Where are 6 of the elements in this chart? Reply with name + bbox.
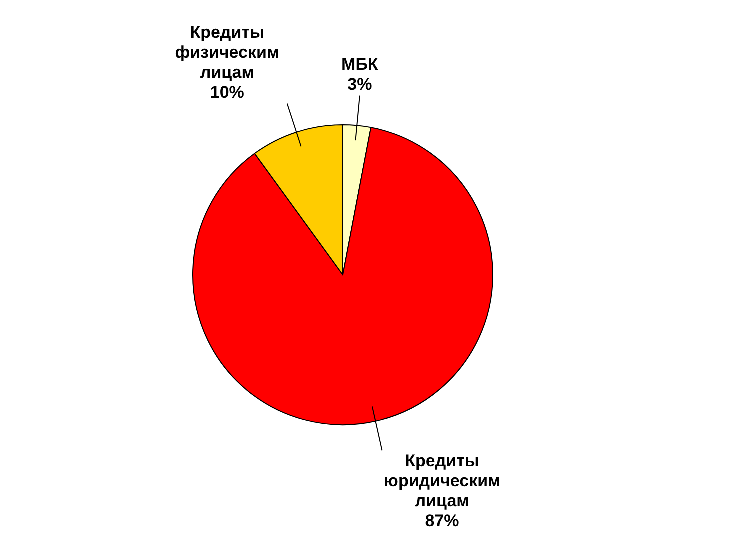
- slice-label: МБК: [342, 54, 379, 74]
- slice-label: Кредиты юридическим лицам: [384, 452, 501, 511]
- slice-label: Кредиты физическим лицам: [175, 22, 280, 82]
- data-label: 87%: [425, 512, 460, 531]
- data-label: 10%: [210, 82, 244, 102]
- data-label: 3%: [348, 74, 372, 94]
